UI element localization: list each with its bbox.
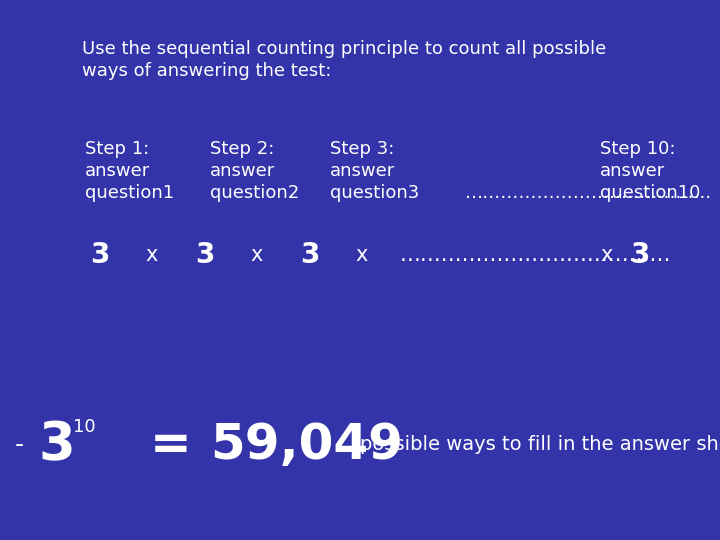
Text: ways of answering the test:: ways of answering the test: <box>82 62 331 80</box>
Text: Step 1:: Step 1: <box>85 140 149 158</box>
Text: answer: answer <box>330 162 395 180</box>
Text: …………………………………: ………………………………… <box>400 245 671 265</box>
Text: question10: question10 <box>600 184 701 202</box>
Text: Use the sequential counting principle to count all possible: Use the sequential counting principle to… <box>82 40 606 58</box>
Text: x: x <box>355 245 367 265</box>
Text: answer: answer <box>210 162 275 180</box>
Text: x: x <box>145 245 158 265</box>
Text: -: - <box>15 433 24 457</box>
Text: Step 10:: Step 10: <box>600 140 675 158</box>
Text: 3: 3 <box>195 241 215 269</box>
Text: answer: answer <box>600 162 665 180</box>
Text: 3: 3 <box>38 419 75 471</box>
Text: Step 2:: Step 2: <box>210 140 274 158</box>
Text: =: = <box>150 421 192 469</box>
Text: …………………………………..: ………………………………….. <box>465 184 712 202</box>
Text: answer: answer <box>85 162 150 180</box>
Text: 3: 3 <box>300 241 320 269</box>
Text: question2: question2 <box>210 184 300 202</box>
Text: 3: 3 <box>90 241 109 269</box>
Text: x: x <box>250 245 262 265</box>
Text: question1: question1 <box>85 184 174 202</box>
Text: possible ways to fill in the answer sheet: possible ways to fill in the answer shee… <box>360 435 720 455</box>
Text: 10: 10 <box>73 418 96 436</box>
Text: question3: question3 <box>330 184 419 202</box>
Text: 59,049: 59,049 <box>210 421 403 469</box>
Text: Step 3:: Step 3: <box>330 140 395 158</box>
Text: 3: 3 <box>630 241 649 269</box>
Text: x: x <box>600 245 613 265</box>
